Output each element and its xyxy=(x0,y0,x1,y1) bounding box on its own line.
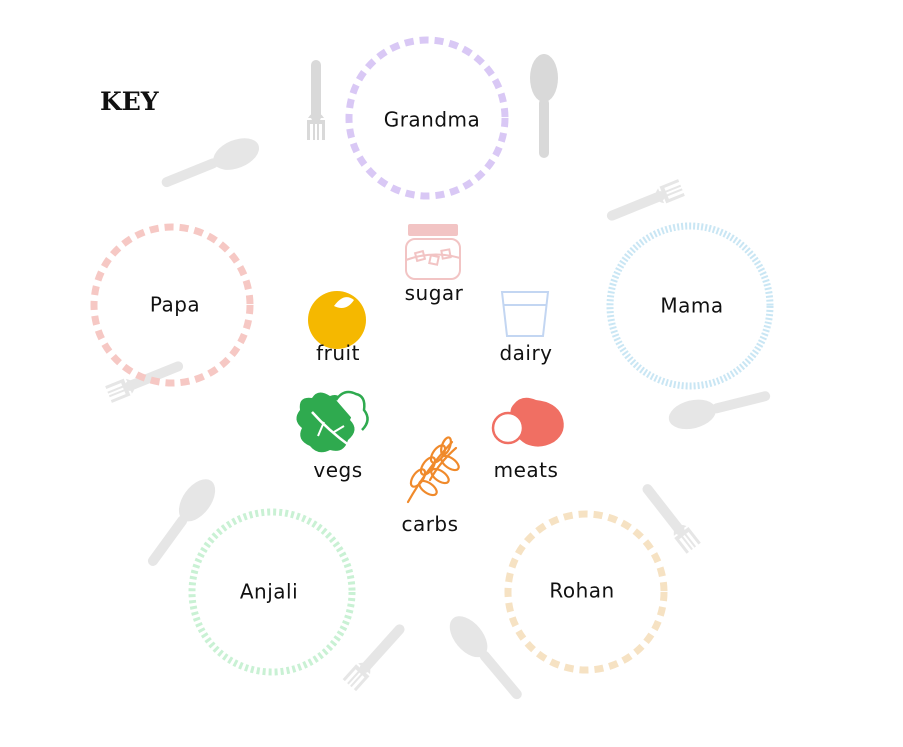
fork-icon xyxy=(342,619,410,692)
lettuce-icon xyxy=(296,390,369,453)
jar-icon xyxy=(405,224,461,280)
meat-icon xyxy=(491,397,564,447)
food-label-sugar: sugar xyxy=(405,281,464,305)
plate-circle xyxy=(90,223,254,387)
food-label-meats: meats xyxy=(494,458,559,482)
plate-label: Papa xyxy=(150,293,200,317)
plate-label: Grandma xyxy=(384,108,481,132)
food-label-dairy: dairy xyxy=(499,341,552,365)
food-label-vegs: vegs xyxy=(313,458,362,482)
plate-circle xyxy=(504,510,668,674)
plate-papa: Papa xyxy=(90,223,254,387)
milk-glass-icon xyxy=(500,291,550,337)
plate-circle xyxy=(345,36,509,200)
fork-icon xyxy=(603,179,685,226)
wheat-icon xyxy=(406,436,460,504)
fork-icon xyxy=(307,60,325,140)
spoon-icon xyxy=(138,472,223,574)
plate-grandma: Grandma xyxy=(345,36,509,200)
orange-icon xyxy=(308,291,366,349)
food-label-carbs: carbs xyxy=(401,512,458,536)
plate-circle xyxy=(188,508,356,676)
plate-mama: Mama xyxy=(606,222,774,390)
food-label-fruit: fruit xyxy=(316,341,360,365)
spoon-icon xyxy=(530,54,558,158)
plate-anjali: Anjali xyxy=(188,508,356,676)
plate-label: Rohan xyxy=(549,579,614,603)
plate-rohan: Rohan xyxy=(504,510,668,674)
plate-circle xyxy=(606,222,774,390)
spoon-icon xyxy=(156,132,264,197)
plate-label: Mama xyxy=(660,294,723,318)
key-title: KEY xyxy=(100,87,160,116)
spoon-icon xyxy=(665,381,774,434)
plate-label: Anjali xyxy=(240,580,298,604)
